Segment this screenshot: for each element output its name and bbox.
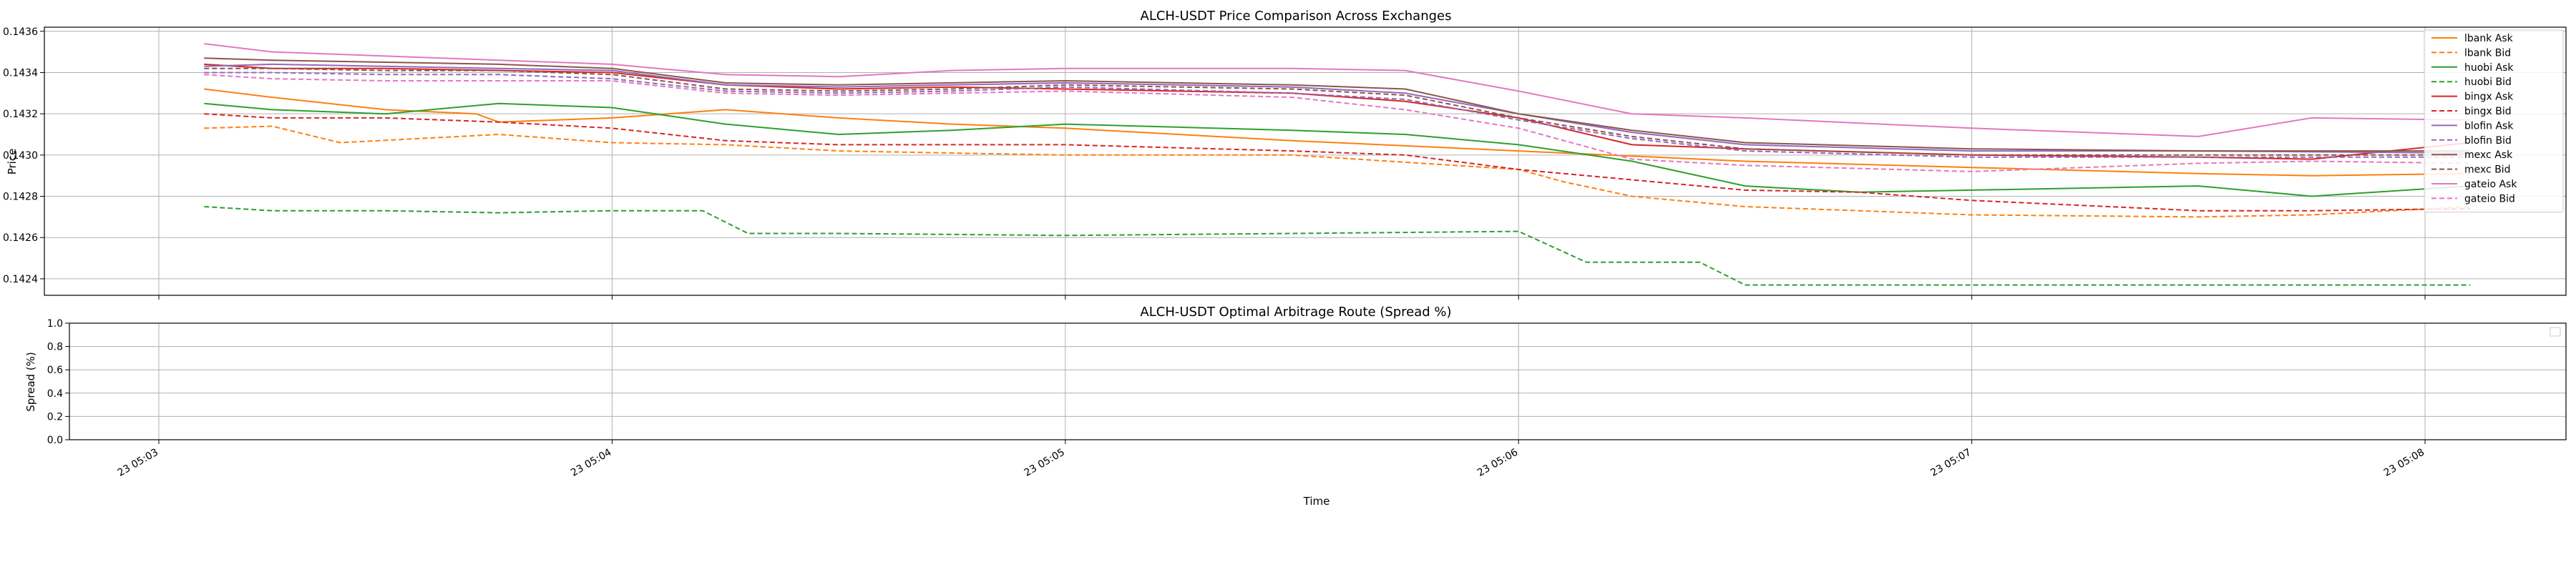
x-tick-label: 23 05:08 bbox=[2382, 447, 2426, 479]
spread-chart-xlabel: Time bbox=[1303, 495, 1330, 508]
legend-entry: huobi Ask bbox=[2464, 62, 2514, 74]
price-chart-ylabel: Price bbox=[6, 149, 19, 175]
legend-entry: bingx Bid bbox=[2464, 106, 2512, 117]
legend-entry: mexc Bid bbox=[2464, 164, 2511, 176]
x-tick-label: 23 05:07 bbox=[1928, 447, 1973, 479]
series-line bbox=[204, 57, 2471, 152]
spread-chart-title: ALCH-USDT Optimal Arbitrage Route (Sprea… bbox=[1140, 305, 1451, 320]
spread-y-tick-label: 0.4 bbox=[47, 388, 63, 400]
series-line bbox=[204, 63, 2471, 160]
legend-entry: blofin Ask bbox=[2464, 120, 2514, 132]
spread-chart: ALCH-USDT Optimal Arbitrage Route (Sprea… bbox=[24, 305, 2567, 508]
spread-y-tick-label: 1.0 bbox=[47, 318, 63, 330]
spread-y-tick-label: 0.0 bbox=[47, 435, 63, 446]
price-y-tick-label: 0.1426 bbox=[3, 232, 38, 244]
x-tick-label: 23 05:03 bbox=[116, 447, 160, 479]
price-chart: ALCH-USDT Price Comparison Across Exchan… bbox=[3, 9, 2567, 300]
legend-entry: gateio Ask bbox=[2464, 179, 2517, 190]
price-y-tick-label: 0.1436 bbox=[3, 26, 38, 38]
legend-entry: huobi Bid bbox=[2464, 77, 2512, 88]
spread-chart-empty-legend bbox=[2550, 327, 2561, 337]
series-line bbox=[204, 72, 2471, 158]
series-line bbox=[204, 74, 2471, 172]
price-chart-y-ticks: 0.1424 0.1426 0.1428 0.1430 0.1432 0.1434 0.14… bbox=[3, 26, 44, 285]
legend-entry: lbank Bid bbox=[2464, 47, 2511, 59]
x-tick-label: 23 05:04 bbox=[569, 447, 613, 479]
series-line bbox=[204, 102, 2471, 197]
series-line bbox=[204, 43, 2471, 137]
price-chart-legend: lbank Ask lbank Bid huobi Ask huobi Bid bing… bbox=[2424, 29, 2564, 213]
spread-chart-ylabel: Spread (%) bbox=[24, 352, 37, 412]
spread-chart-frame bbox=[69, 322, 2567, 440]
price-y-tick-label: 0.1424 bbox=[3, 274, 38, 285]
price-y-tick-label: 0.1434 bbox=[3, 67, 38, 79]
legend-entry: lbank Ask bbox=[2464, 33, 2514, 44]
price-chart-frame bbox=[44, 26, 2567, 296]
spread-chart-grid bbox=[69, 322, 2566, 440]
price-y-tick-label: 0.1432 bbox=[3, 109, 38, 120]
legend-entry: blofin Bid bbox=[2464, 135, 2512, 147]
spread-y-tick-label: 0.8 bbox=[47, 342, 63, 353]
spread-y-tick-label: 0.2 bbox=[47, 411, 63, 423]
series-line bbox=[204, 67, 2471, 156]
x-tick-label: 23 05:06 bbox=[1475, 447, 1520, 479]
price-chart-title: ALCH-USDT Price Comparison Across Exchan… bbox=[1141, 9, 1452, 24]
legend-entry: gateio Bid bbox=[2464, 193, 2515, 204]
price-y-tick-label: 0.1430 bbox=[3, 150, 38, 162]
price-chart-series bbox=[204, 43, 2471, 286]
series-line bbox=[204, 113, 2471, 212]
legend-box bbox=[2424, 29, 2564, 213]
spread-chart-y-ticks: 0.0 0.2 0.4 0.6 0.8 1.0 bbox=[47, 318, 69, 446]
legend-entry: bingx Ask bbox=[2464, 92, 2514, 103]
x-tick-label: 23 05:05 bbox=[1023, 447, 1067, 479]
price-chart-x-ticks bbox=[158, 295, 2426, 300]
spread-chart-x-ticks: 23 05:03 23 05:04 23 05:05 23 05:06 23 05:07… bbox=[116, 440, 2426, 479]
series-line bbox=[204, 206, 2471, 286]
legend-entry: mexc Ask bbox=[2464, 149, 2513, 161]
series-line bbox=[204, 125, 2471, 218]
price-y-tick-label: 0.1428 bbox=[3, 192, 38, 203]
spread-y-tick-label: 0.6 bbox=[47, 365, 63, 376]
series-line bbox=[204, 63, 2471, 154]
